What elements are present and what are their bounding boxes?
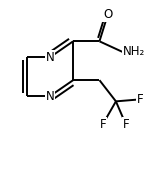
Text: N: N: [46, 51, 54, 64]
Text: F: F: [123, 118, 129, 131]
Text: NH₂: NH₂: [123, 45, 145, 58]
Text: O: O: [103, 8, 112, 21]
Text: F: F: [137, 93, 144, 106]
Text: N: N: [46, 90, 54, 103]
Text: F: F: [99, 118, 106, 131]
